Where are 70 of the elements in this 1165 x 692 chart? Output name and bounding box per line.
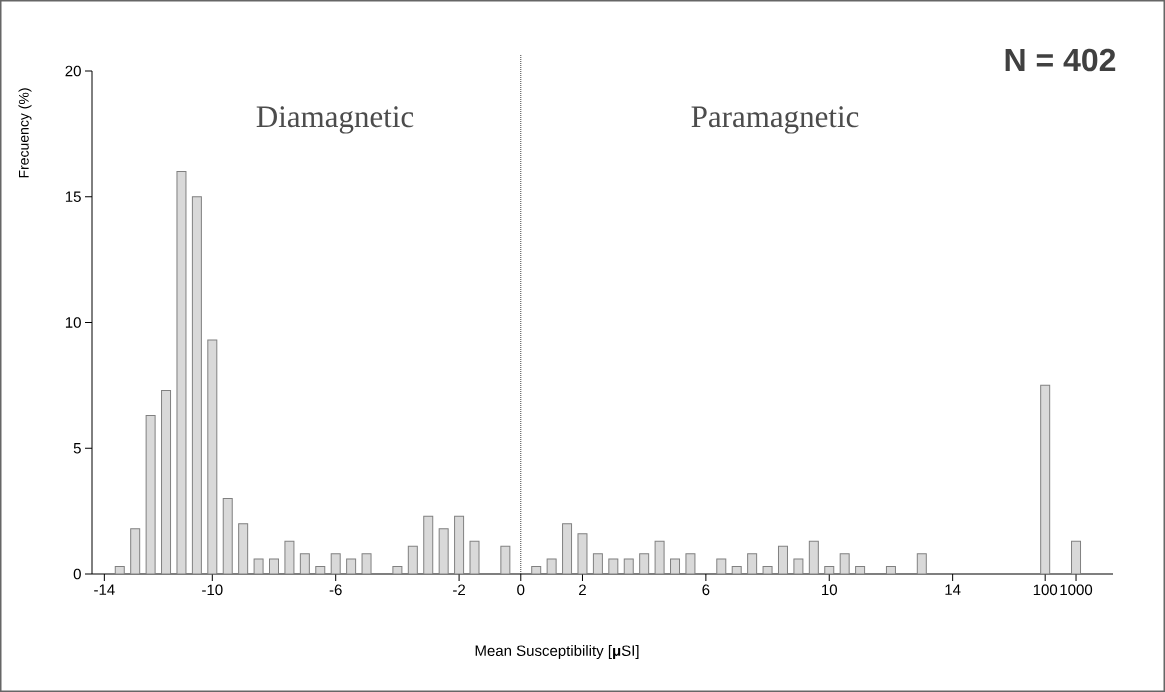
bar — [238, 523, 249, 575]
bar — [330, 553, 341, 575]
bar — [253, 558, 264, 575]
x-tick-label: 0 — [517, 584, 525, 596]
bar — [747, 553, 758, 575]
bar — [670, 558, 681, 575]
bar — [392, 565, 403, 575]
bar — [531, 565, 542, 575]
x-tick-label: 1000 — [1060, 584, 1093, 596]
y-tick-label: 20 — [65, 65, 81, 77]
x-axis-title: Mean Susceptibility [μSI] — [475, 644, 639, 659]
bar — [716, 558, 727, 575]
bar — [130, 528, 141, 575]
bar — [654, 540, 665, 575]
bar — [299, 553, 310, 575]
bar — [161, 389, 172, 575]
annotation: Diamagnetic — [256, 106, 414, 134]
bar — [114, 565, 125, 575]
bar — [284, 540, 295, 575]
bar — [454, 515, 465, 575]
x-tick-label: 100 — [1033, 584, 1058, 596]
bar — [191, 196, 202, 575]
bar — [269, 558, 279, 575]
bar — [824, 565, 835, 575]
bar — [346, 558, 357, 575]
bar — [1040, 384, 1051, 575]
bar — [423, 515, 434, 575]
x-tick-label: -2 — [453, 584, 465, 595]
bar — [222, 498, 233, 575]
y-tick-label: 15 — [65, 191, 81, 202]
bar — [1071, 540, 1082, 575]
bar — [685, 553, 696, 575]
bar — [777, 545, 788, 575]
y-tick-label: 5 — [73, 443, 81, 454]
x-tick-label: -6 — [329, 584, 342, 596]
bar — [762, 565, 773, 575]
bar — [562, 523, 573, 575]
bar — [885, 565, 896, 575]
x-tick-label: 10 — [822, 584, 837, 596]
bar — [438, 528, 449, 575]
bar — [361, 553, 372, 575]
y-tick-label: 0 — [73, 568, 81, 580]
x-tick-label: -10 — [202, 584, 223, 596]
bar — [608, 558, 619, 575]
annotation: Paramagnetic — [691, 106, 859, 134]
x-tick-label: 6 — [702, 584, 710, 596]
bar — [839, 553, 850, 575]
bar — [176, 171, 187, 575]
annotation: N = 402 — [1005, 48, 1116, 72]
bar — [577, 533, 588, 575]
bar — [731, 565, 742, 575]
bar — [808, 540, 819, 575]
y-axis-title: Frecuency (%) — [18, 88, 32, 178]
x-tick-label: 2 — [579, 584, 586, 595]
bar — [145, 415, 156, 575]
bar — [546, 558, 557, 575]
bar — [639, 553, 650, 575]
bar — [793, 558, 804, 575]
bar — [623, 558, 634, 575]
x-tick-label: 14 — [945, 584, 961, 595]
bar — [500, 545, 511, 575]
bar — [916, 553, 927, 575]
bar — [469, 540, 480, 575]
bar — [592, 553, 603, 575]
bar — [407, 545, 418, 575]
bar — [207, 339, 218, 575]
bar — [855, 565, 866, 575]
x-tick-label: -14 — [94, 584, 115, 595]
bar — [315, 565, 326, 575]
y-tick-label: 10 — [65, 317, 81, 328]
